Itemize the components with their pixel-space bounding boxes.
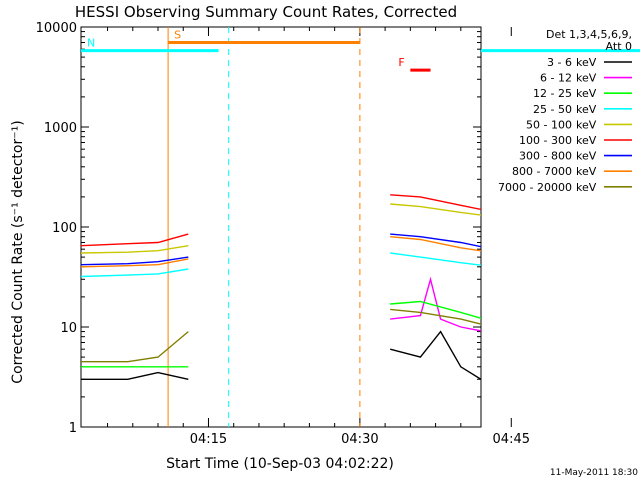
legend-range: 6 - 12 <box>540 72 572 85</box>
y-tick-label: 10000 <box>36 21 77 36</box>
plot-content <box>81 27 481 427</box>
y-axis-label-group: Corrected Count Rate (s⁻¹ detector⁻¹) <box>10 120 26 383</box>
legend-unit: keV <box>576 165 597 178</box>
legend-unit: keV <box>576 181 597 194</box>
legend-range: 7000 - 20000 <box>498 181 572 194</box>
series-line <box>81 268 189 278</box>
legend-unit: keV <box>576 150 597 163</box>
series-line <box>81 371 189 380</box>
y-axis-label: Corrected Count Rate (s⁻¹ detector⁻¹) <box>10 120 26 383</box>
legend-unit: keV <box>576 72 597 85</box>
footer-timestamp: 11-May-2011 18:30 <box>550 468 638 478</box>
flag-label: S <box>174 28 181 41</box>
y-tick-label: 1 <box>69 421 77 436</box>
x-tick-label: 04:15 <box>190 432 227 447</box>
legend-range: 100 - 300 <box>519 134 572 147</box>
legend-unit: keV <box>576 56 597 69</box>
series-line <box>390 330 481 381</box>
legend-range: 25 - 50 <box>533 103 572 116</box>
chart-title: HESSI Observing Summary Count Rates, Cor… <box>75 3 457 21</box>
series-line <box>390 276 481 332</box>
legend-range: 3 - 6 <box>547 56 572 69</box>
x-tick-label: 04:30 <box>341 432 378 447</box>
y-tick-label: 100 <box>52 221 77 236</box>
legend-range: 300 - 800 <box>519 150 572 163</box>
flag-label: N <box>87 37 95 50</box>
legend-unit: keV <box>576 87 597 100</box>
legend: Det 1,3,4,5,6,9,Att 0 3 - 6 keV 6 - 12 keV 12… <box>498 28 632 194</box>
legend-unit: keV <box>576 103 597 116</box>
plot-area: 11010010001000004:1504:3004:4505:0005:15… <box>36 21 640 447</box>
legend-range: 800 - 7000 <box>512 165 572 178</box>
series-line <box>81 258 189 268</box>
legend-title: Att 0 <box>606 40 632 53</box>
y-tick-label: 1000 <box>44 121 77 136</box>
legend-unit: keV <box>576 118 597 131</box>
series-line <box>81 233 189 247</box>
legend-range: 50 - 100 <box>526 118 572 131</box>
series-line <box>81 331 189 363</box>
legend-unit: keV <box>576 134 597 147</box>
legend-title: Det 1,3,4,5,6,9, <box>546 28 632 41</box>
series-line <box>81 256 189 266</box>
x-axis-label: Start Time (10-Sep-03 04:02:22) <box>166 456 394 472</box>
flag-label: F <box>398 56 404 69</box>
legend-range: 12 - 25 <box>533 87 572 100</box>
x-tick-label: 04:45 <box>493 432 530 447</box>
series-line <box>81 245 189 254</box>
y-tick-label: 10 <box>60 321 77 336</box>
